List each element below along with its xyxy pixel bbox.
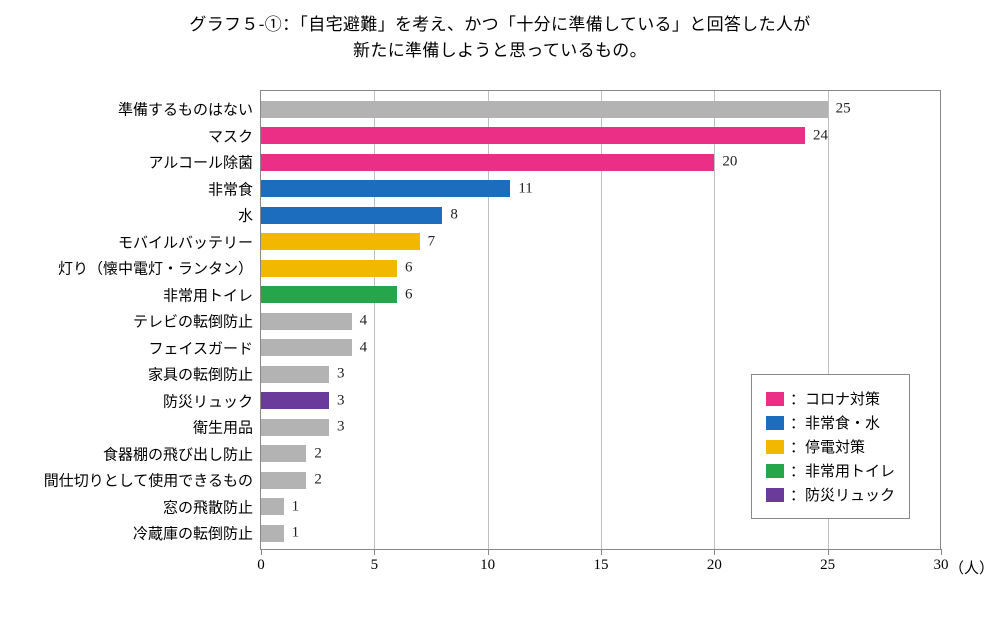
legend-swatch	[766, 488, 784, 502]
bar	[261, 260, 397, 277]
bar-category-label: 準備するものはない	[118, 99, 261, 120]
bar	[261, 180, 510, 197]
bar	[261, 525, 284, 542]
bar-value-label: 8	[442, 207, 458, 224]
bar-category-label: 非常用トイレ	[163, 284, 261, 305]
bar-category-label: フェイスガード	[148, 337, 261, 358]
x-tick-label: 0	[257, 549, 265, 574]
bar-value-label: 4	[352, 339, 368, 356]
x-axis-unit-label: （人）	[949, 549, 994, 578]
legend-label: ：停電対策	[790, 436, 865, 457]
bar-value-label: 3	[329, 366, 345, 383]
legend-label: ：防災リュック	[790, 484, 895, 505]
bar-value-label: 11	[510, 180, 532, 197]
title-line-1: グラフ５-①：「自宅避難」を考え、かつ「十分に準備している」と回答した人が	[189, 15, 810, 34]
bar	[261, 339, 352, 356]
bar	[261, 419, 329, 436]
x-tick-label: 30	[934, 549, 949, 574]
bar-category-label: 冷蔵庫の転倒防止	[133, 523, 261, 544]
legend-swatch	[766, 392, 784, 406]
bar-value-label: 3	[329, 392, 345, 409]
plot-region: 051015202530（人）準備するものはない25マスク24アルコール除菌20…	[260, 90, 940, 550]
bar-value-label: 2	[306, 472, 322, 489]
legend-item: ：停電対策	[766, 436, 895, 457]
bar	[261, 392, 329, 409]
bar-value-label: 25	[828, 101, 851, 118]
bar	[261, 207, 442, 224]
bar	[261, 472, 306, 489]
bar-category-label: マスク	[208, 125, 261, 146]
legend-item: ：非常用トイレ	[766, 460, 895, 481]
bar-category-label: モバイルバッテリー	[118, 231, 261, 252]
bar	[261, 233, 420, 250]
chart-title: グラフ５-①：「自宅避難」を考え、かつ「十分に準備している」と回答した人が 新た…	[0, 0, 1000, 63]
bar-value-label: 7	[420, 233, 436, 250]
bar-value-label: 24	[805, 127, 828, 144]
x-tick-label: 10	[480, 549, 495, 574]
bar-value-label: 6	[397, 286, 413, 303]
bar	[261, 366, 329, 383]
legend: ：コロナ対策 ：非常食・水 ：停電対策 ：非常用トイレ ：防災リュック	[751, 374, 910, 519]
bar-category-label: 間仕切りとして使用できるもの	[44, 470, 261, 491]
bar-category-label: アルコール除菌	[148, 152, 261, 173]
bar-category-label: 水	[238, 205, 261, 226]
bar-category-label: 防災リュック	[163, 390, 261, 411]
legend-label: ：非常食・水	[790, 412, 880, 433]
bar-category-label: 家具の転倒防止	[148, 364, 261, 385]
bar-category-label: 窓の飛散防止	[163, 496, 261, 517]
bar-value-label: 3	[329, 419, 345, 436]
bar-category-label: 食器棚の飛び出し防止	[103, 443, 261, 464]
chart-area: 051015202530（人）準備するものはない25マスク24アルコール除菌20…	[50, 80, 960, 580]
x-tick-label: 15	[594, 549, 609, 574]
legend-label: ：コロナ対策	[790, 388, 880, 409]
legend-item: ：非常食・水	[766, 412, 895, 433]
bar-value-label: 20	[714, 154, 737, 171]
bar-category-label: 衛生用品	[193, 417, 261, 438]
bar-value-label: 4	[352, 313, 368, 330]
bar-category-label: 非常食	[208, 178, 261, 199]
bar	[261, 286, 397, 303]
legend-swatch	[766, 416, 784, 430]
x-tick-label: 25	[820, 549, 835, 574]
x-tick-label: 20	[707, 549, 722, 574]
legend-item: ：防災リュック	[766, 484, 895, 505]
bar-category-label: テレビの転倒防止	[133, 311, 261, 332]
bar	[261, 127, 805, 144]
legend-label: ：非常用トイレ	[790, 460, 895, 481]
bar-value-label: 1	[284, 498, 300, 515]
bar	[261, 154, 714, 171]
x-tick-label: 5	[371, 549, 379, 574]
bar-value-label: 1	[284, 525, 300, 542]
legend-swatch	[766, 464, 784, 478]
bar	[261, 313, 352, 330]
title-line-2: 新たに準備しようと思っているもの。	[353, 41, 647, 60]
bar	[261, 498, 284, 515]
bar	[261, 445, 306, 462]
bar	[261, 101, 828, 118]
plot-border-right	[940, 90, 941, 550]
legend-item: ：コロナ対策	[766, 388, 895, 409]
bar-category-label: 灯り（懐中電灯・ランタン）	[58, 258, 261, 279]
bar-value-label: 2	[306, 445, 322, 462]
bar-value-label: 6	[397, 260, 413, 277]
legend-swatch	[766, 440, 784, 454]
